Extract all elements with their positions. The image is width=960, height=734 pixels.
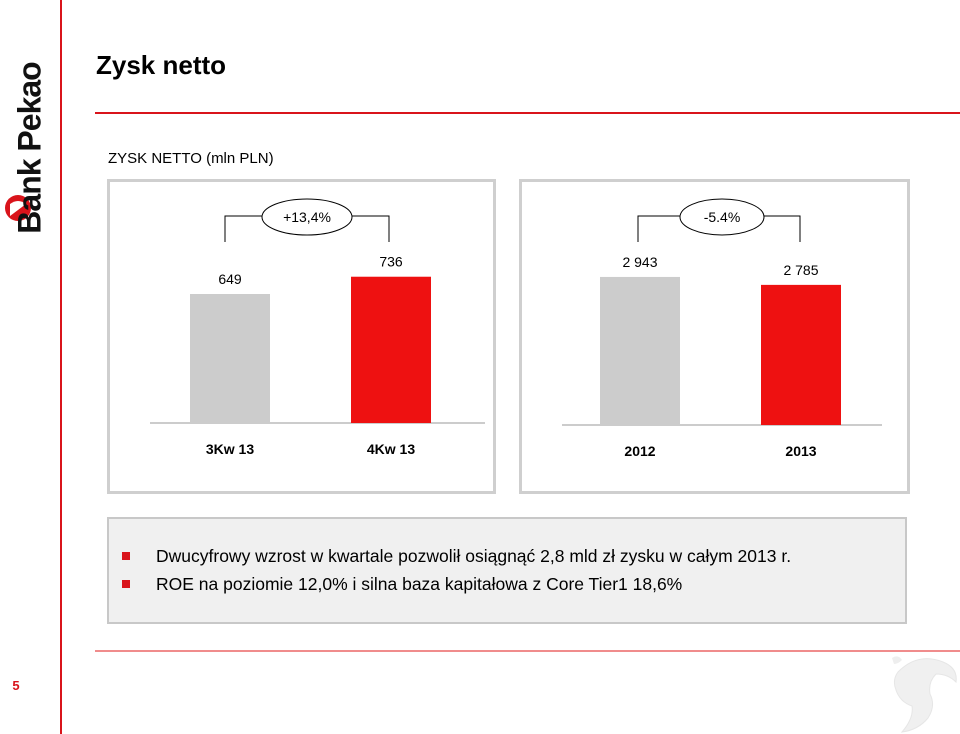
page-number: 5	[12, 678, 20, 693]
change-ellipse	[679, 198, 765, 236]
bullet-square-icon	[122, 580, 130, 588]
change-ellipse	[261, 198, 353, 236]
bank-name: Bank Pekao	[11, 62, 48, 234]
bullet-text: Dwucyfrowy wzrost w kwartale pozwolił os…	[156, 546, 792, 566]
bank-logo: Bank Pekao	[0, 30, 60, 240]
value-label-4kw-13: 736	[379, 254, 403, 270]
page-title: Zysk netto	[96, 50, 227, 80]
chart-heading: ZYSK NETTO (mln PLN)	[108, 150, 274, 167]
bullet-item: ROE na poziomie 12,0% i silna baza kapit…	[122, 574, 682, 595]
footer-line	[95, 650, 960, 652]
category-label-2012: 2012	[624, 443, 655, 459]
bar-2012	[600, 276, 680, 425]
change-label: +13,4%	[283, 209, 331, 225]
chart-quarterly-svg: +13,4% 649 736 3Kw 13 4Kw 13	[150, 198, 485, 457]
bison-watermark-icon	[892, 656, 957, 733]
value-label-3kw-13: 649	[218, 271, 242, 287]
change-label: -5.4%	[704, 209, 741, 225]
bank-logo-emblem-icon	[5, 195, 31, 221]
chart-panel-quarterly: +13,4% 649 736 3Kw 13 4Kw 13	[107, 179, 496, 494]
change-bracket	[637, 215, 801, 242]
change-bracket	[224, 215, 390, 242]
bullet-text: ROE na poziomie 12,0% i silna baza kapit…	[156, 574, 683, 594]
brand-divider-line	[60, 0, 62, 734]
bar-2013	[761, 284, 841, 425]
key-points-box: Dwucyfrowy wzrost w kwartale pozwolił os…	[107, 517, 907, 624]
title-underline	[95, 112, 960, 114]
bar-4kw-13	[351, 276, 431, 423]
bullet-item: Dwucyfrowy wzrost w kwartale pozwolił os…	[122, 546, 791, 567]
value-label-2012: 2 943	[622, 254, 657, 270]
category-label-4kw-13: 4Kw 13	[367, 441, 415, 457]
category-label-2013: 2013	[785, 443, 816, 459]
value-label-2013: 2 785	[783, 262, 818, 278]
chart-panel-annual: -5.4% 2 943 2 785 2012 2013	[519, 179, 910, 494]
chart-annual-svg: -5.4% 2 943 2 785 2012 2013	[562, 198, 882, 459]
category-label-3kw-13: 3Kw 13	[206, 441, 254, 457]
bullet-square-icon	[122, 552, 130, 560]
bar-3kw-13	[190, 294, 270, 423]
